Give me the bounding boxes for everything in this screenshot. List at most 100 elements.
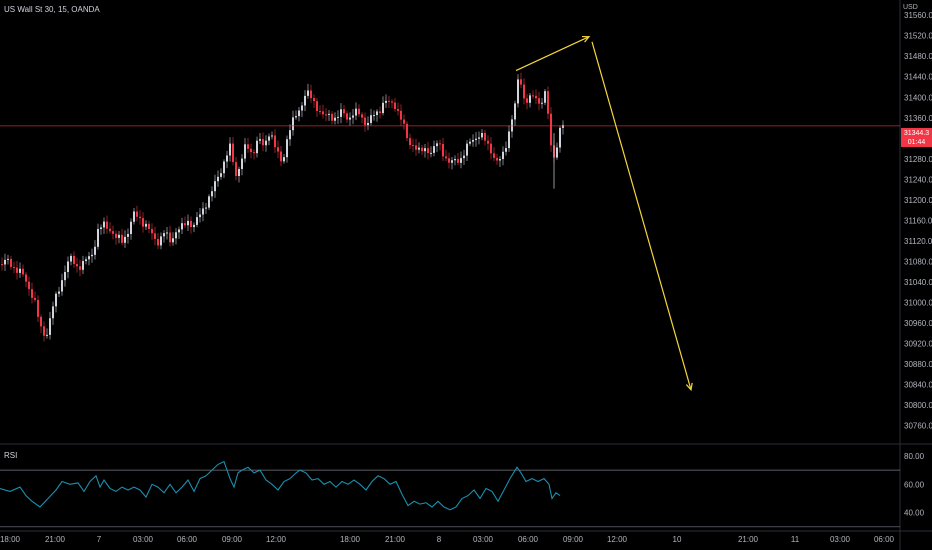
candle-body: [508, 131, 510, 149]
candle-body: [433, 146, 435, 153]
candle-body: [484, 132, 486, 141]
candle-body: [415, 145, 417, 150]
candle-body: [265, 140, 267, 146]
candle-body: [496, 157, 498, 161]
candle-body: [271, 135, 273, 137]
candle-body: [301, 105, 303, 111]
candle-body: [280, 151, 282, 162]
time-tick-label: 09:00: [222, 535, 243, 544]
candle-body: [391, 101, 393, 103]
candle-body: [361, 114, 363, 118]
candle-body: [289, 130, 291, 140]
candle-body: [157, 238, 159, 246]
candle-body: [148, 223, 150, 229]
candle-body: [211, 191, 213, 197]
candle-body: [73, 255, 75, 265]
price-axis[interactable]: 31560.0 31520.0 31480.0 31440.0 31400.0 31360…: [904, 11, 932, 431]
time-tick-label: 21:00: [45, 535, 66, 544]
time-tick-label: 03:00: [473, 535, 494, 544]
trend-arrow-head: [685, 382, 693, 392]
candle-body: [460, 158, 462, 163]
candle-body: [331, 113, 333, 121]
price-candles: [1, 72, 564, 342]
candle-body: [118, 234, 120, 238]
candle-body: [112, 231, 114, 234]
candle-body: [514, 103, 516, 120]
candle-body: [337, 116, 339, 118]
candle-body: [367, 122, 369, 126]
time-tick-label: 10: [673, 535, 682, 544]
candle-body: [406, 123, 408, 139]
candle-body: [49, 318, 51, 335]
candle-body: [43, 326, 45, 336]
candle-body: [28, 281, 30, 290]
candle-body: [538, 98, 540, 104]
candle-body: [10, 258, 12, 267]
time-tick-label: 06:00: [874, 535, 895, 544]
candle-body: [283, 157, 285, 162]
candle-body: [334, 117, 336, 121]
candle-body: [172, 238, 174, 243]
candle-body: [109, 228, 111, 232]
candle-body: [559, 127, 561, 148]
time-tick-label: 21:00: [738, 535, 759, 544]
price-tick-label: 31120.0: [904, 237, 932, 246]
candle-body: [220, 173, 222, 177]
candle-body: [526, 98, 528, 103]
candle-body: [22, 268, 24, 275]
candle-body: [529, 95, 531, 103]
candle-body: [541, 102, 543, 104]
rsi-axis[interactable]: 80.00 60.00 40.00: [904, 452, 925, 518]
candle-body: [124, 236, 126, 243]
price-tick-label: 31400.0: [904, 93, 932, 102]
candle-body: [475, 138, 477, 141]
candle-body: [346, 113, 348, 120]
candle-body: [19, 268, 21, 273]
candle-body: [40, 316, 42, 327]
price-tick-label: 30760.0: [904, 422, 932, 431]
candle-body: [274, 135, 276, 148]
price-tick-label: 31200.0: [904, 196, 932, 205]
candle-body: [466, 143, 468, 156]
candle-body: [364, 117, 366, 126]
candle-body: [313, 98, 315, 102]
candle-body: [286, 139, 288, 158]
candle-body: [505, 148, 507, 152]
candle-body: [247, 144, 249, 149]
candle-body: [52, 306, 54, 319]
candle-body: [7, 258, 9, 260]
candle-body: [94, 246, 96, 255]
candle-body: [130, 221, 132, 235]
price-tick-label: 31240.0: [904, 175, 932, 184]
candle-body: [493, 153, 495, 158]
candle-body: [412, 145, 414, 147]
candle-body: [307, 90, 309, 96]
candle-body: [469, 141, 471, 144]
candle-body: [532, 95, 534, 97]
rsi-tick-label: 40.00: [904, 509, 925, 518]
time-tick-label: 21:00: [385, 535, 406, 544]
time-axis[interactable]: 18:00 21:00 7 03:00 06:00 09:00 12:00 18:00 21:0…: [0, 535, 895, 544]
price-tick-label: 31080.0: [904, 257, 932, 266]
rsi-tick-label: 60.00: [904, 480, 925, 489]
candle-body: [502, 151, 504, 160]
candle-body: [133, 211, 135, 222]
candle-body: [79, 266, 81, 270]
rsi-line: [0, 460, 561, 511]
candle-body: [232, 143, 234, 163]
candle-body: [241, 158, 243, 169]
time-tick-label: 11: [791, 535, 800, 544]
candle-body: [166, 232, 168, 234]
candle-body: [256, 140, 258, 154]
candle-body: [259, 139, 261, 141]
candle-body: [115, 233, 117, 238]
candle-body: [208, 196, 210, 208]
rsi-title: RSI: [4, 451, 18, 460]
candle-body: [97, 228, 99, 247]
trend-arrows[interactable]: [515, 35, 693, 392]
candle-body: [451, 160, 453, 163]
candle-body: [340, 109, 342, 117]
candle-body: [310, 90, 312, 99]
time-tick-label: 03:00: [133, 535, 154, 544]
